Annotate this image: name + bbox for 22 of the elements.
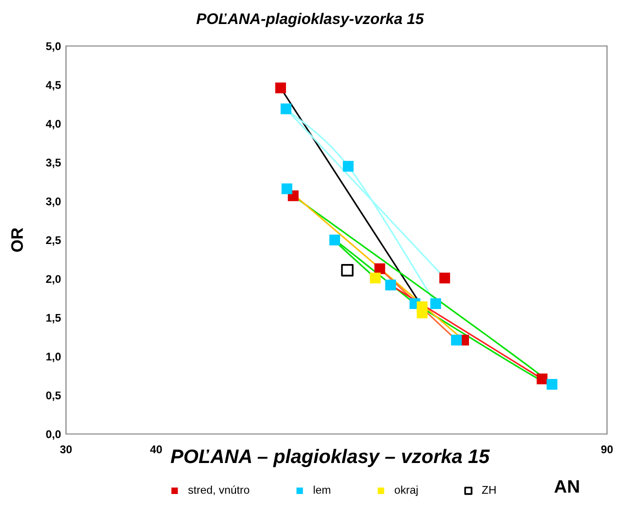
legend-label: okraj xyxy=(394,486,418,496)
y-tick-label: 4,5 xyxy=(46,81,61,91)
y-tick-label: 0,0 xyxy=(46,430,61,440)
y-tick-label: 2,5 xyxy=(46,236,61,246)
legend-label: stred, vnútro xyxy=(188,486,250,496)
x-tick-label: 40 xyxy=(150,445,162,454)
x-axis-title: AN xyxy=(554,480,579,493)
y-tick-label: 3,5 xyxy=(46,158,61,168)
text: POĽANA – plagioklasy – vzorka 15 xyxy=(170,448,490,468)
legend-label: ZH xyxy=(482,486,496,494)
y-tick-label: 1,0 xyxy=(46,352,61,362)
y-axis-title: OR xyxy=(11,228,23,252)
y-tick-label: 0,5 xyxy=(46,391,61,401)
y-tick-label: 1,5 xyxy=(46,314,61,324)
y-tick-label: 2,0 xyxy=(46,275,61,285)
x-tick-label: 90 xyxy=(601,445,613,454)
chart-title: POĽANA-plagioklasy-vzorka 15 xyxy=(196,12,424,28)
y-tick-label: 4,0 xyxy=(46,120,61,130)
x-tick-label: 30 xyxy=(60,445,72,454)
y-tick-label: 3,0 xyxy=(46,197,61,207)
legend-label: lem xyxy=(314,486,330,494)
y-tick-label: 5,0 xyxy=(46,42,61,52)
